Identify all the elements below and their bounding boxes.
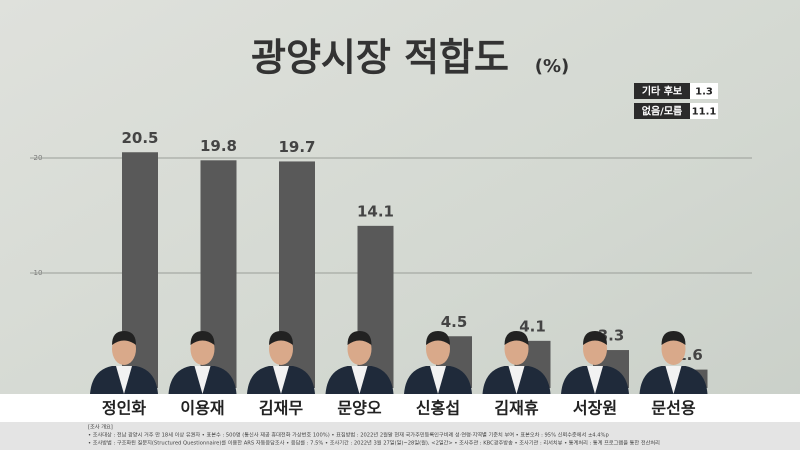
candidate-hair [347,331,372,345]
candidate-hair [661,331,686,345]
unit-label: (%) [535,56,570,77]
candidate-hair [504,331,529,345]
x-tick-label: 김재휴 [494,399,538,418]
candidate-shirt [587,366,603,394]
other-label: 없음/모름 [642,105,682,118]
note-line: • 조사방법 : 구조화된 질문지(Structured Questionnai… [88,439,660,447]
candidate-hair [269,331,293,345]
notes-box [0,422,800,450]
x-tick-label: 이용재 [180,399,224,418]
candidate-hair [426,331,450,345]
candidate-shirt [194,366,211,394]
x-tick-label: 정인화 [102,399,146,418]
other-label: 기타 후보 [642,85,682,98]
candidate-shirt [508,366,525,394]
note-line: • 조사대상 : 전남 광양시 거주 만 18세 이상 유권자 • 표본수 : … [88,431,609,439]
candidate-hair [190,331,215,345]
candidate-shirt [351,366,368,394]
value-label: 4.5 [441,313,468,331]
x-tick-label: 문양오 [337,399,381,418]
candidate-shirt [665,366,682,394]
name-band [0,394,800,422]
other-label-box [634,103,690,119]
other-label-box [634,83,690,99]
x-tick-label: 신홍섭 [416,399,460,418]
candidate-shirt [273,366,289,394]
other-value: 1.3 [695,87,713,98]
candidate-shirt [430,366,446,394]
candidate-shirt [116,366,132,394]
candidate-hair [112,331,136,345]
value-label: 19.7 [278,138,315,156]
value-label: 14.1 [357,202,394,220]
x-tick-label: 김재무 [259,399,303,418]
chart-title: 광양시장 적합도 [251,36,509,80]
candidate-hair [583,331,607,345]
value-label: 4.1 [519,317,546,335]
other-value-box [690,83,718,99]
x-tick-label: 서장원 [573,399,617,418]
other-value-box [690,103,718,119]
note-line: [조사 개요] [88,423,113,431]
value-label: 20.5 [121,129,158,147]
value-label: 19.8 [200,137,237,155]
x-tick-label: 문선용 [651,399,695,418]
other-value: 11.1 [692,107,717,118]
